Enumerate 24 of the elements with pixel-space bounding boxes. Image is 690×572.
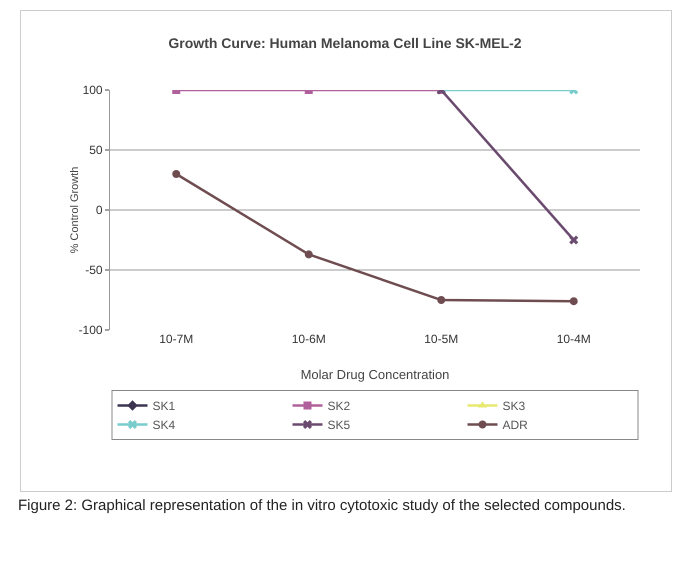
x-axis-title: Molar Drug Concentration xyxy=(300,367,450,382)
caption: Figure 2: Graphical representation of the in vitro cytotoxic study of the selected compounds. xyxy=(18,496,627,516)
x-tick-label: 10-5M xyxy=(424,332,458,346)
x-tick-label: 10-7M xyxy=(159,332,194,346)
x-tick-label: 10-6M xyxy=(292,332,326,346)
y-tick-label: -100 xyxy=(78,323,103,338)
y-axis-title: % Control Growth xyxy=(69,166,81,254)
y-tick-label: -50 xyxy=(85,263,103,278)
point xyxy=(437,296,446,304)
legend-label: ADR xyxy=(502,418,528,432)
legend-label: SK4 xyxy=(152,418,176,432)
point xyxy=(304,250,313,258)
legend-label: SK2 xyxy=(328,399,351,414)
y-tick-label: 0 xyxy=(96,203,103,218)
x-tick-label: 10-4M xyxy=(556,332,591,346)
y-tick-label: 50 xyxy=(89,143,103,158)
point xyxy=(569,235,578,245)
y-tick-label: 100 xyxy=(82,83,103,98)
legend-label: SK5 xyxy=(328,418,351,432)
point xyxy=(172,170,180,178)
legend-label: SK1 xyxy=(152,399,176,414)
point xyxy=(570,297,578,306)
chart-title: Growth Curve: Human Melanoma Cell Line SK-MEL-2 xyxy=(168,35,522,52)
legend-label: SK3 xyxy=(502,399,526,414)
